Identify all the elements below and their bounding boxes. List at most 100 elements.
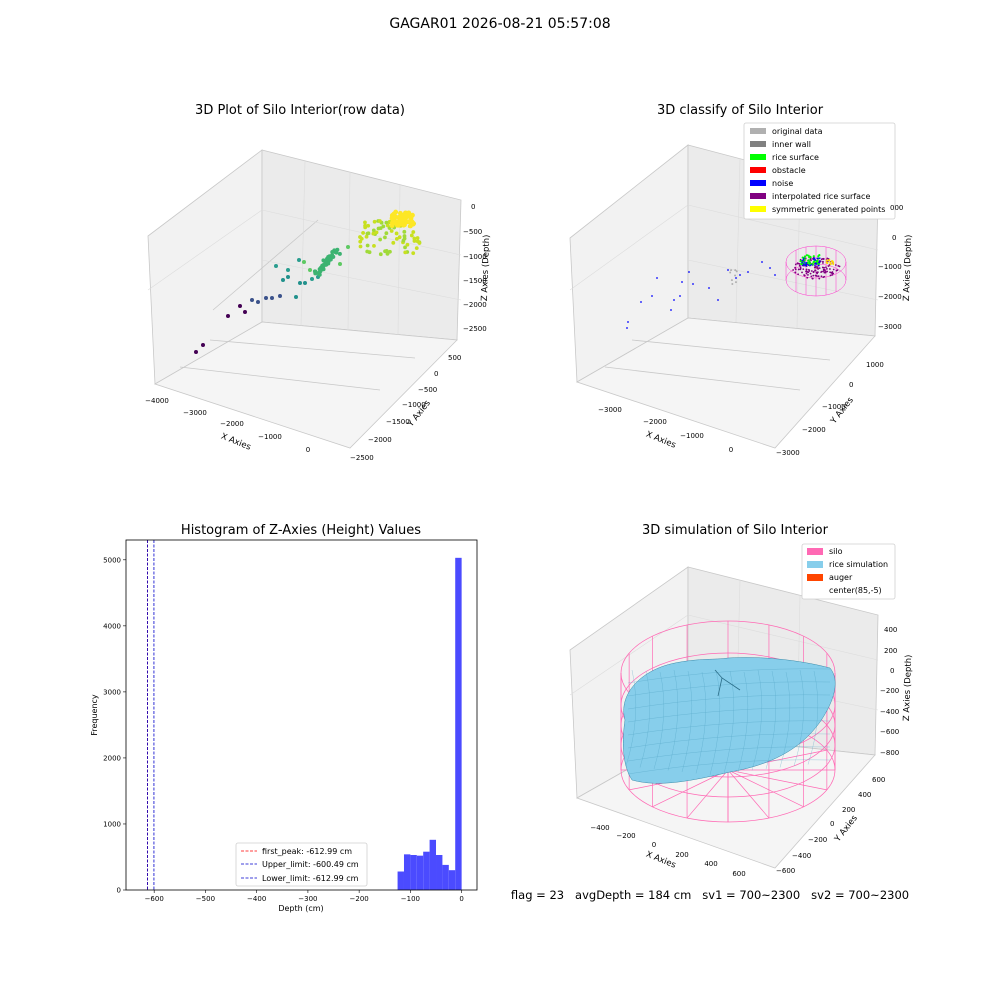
scatter-point [810, 263, 813, 266]
silo-wire-line [727, 769, 804, 808]
panel1-x-ticks: −4000 −3000 −2000 −1000 0 [145, 397, 310, 454]
legend-item-symmetric-generated-points: symmetric generated points [750, 205, 885, 214]
legend-item-original-data: original data [750, 127, 823, 136]
scatter-point [836, 269, 839, 272]
histogram-bar [436, 855, 443, 890]
scatter-point [812, 261, 815, 264]
y-tick: −500 [418, 386, 437, 394]
rice-mesh-line [653, 671, 665, 770]
x-tick: −1000 [680, 432, 704, 440]
z-tick: −2000 [878, 293, 902, 301]
y-tick: 0 [434, 370, 438, 378]
scatter-point [286, 275, 290, 279]
scatter-point [384, 220, 389, 225]
y-tick: −2000 [802, 426, 826, 434]
scatter-point [828, 259, 831, 262]
panel4-xlabel: X Axies [644, 850, 677, 871]
scatter-point [810, 259, 812, 262]
scatter-point [801, 264, 804, 267]
x-tick-label: −200 [350, 895, 369, 903]
svg-text:first_peak: -612.99 cm: first_peak: -612.99 cm [262, 847, 352, 856]
x-tick: −2000 [220, 420, 244, 428]
scatter-point [735, 270, 738, 273]
scatter-point [838, 265, 841, 268]
svg-text:rice simulation: rice simulation [829, 560, 888, 569]
panel2-xlabel: X Axies [644, 430, 677, 451]
scatter-point [312, 269, 317, 274]
scatter-point [238, 304, 242, 308]
scatter-point [270, 296, 274, 300]
scatter-point [805, 264, 808, 267]
scatter-point [298, 281, 302, 285]
scatter-point [814, 264, 816, 267]
scatter-point [626, 327, 628, 329]
scatter-point [822, 270, 825, 273]
figure-title: GAGAR01 2026-08-21 05:57:08 [389, 16, 611, 32]
legend-item-interpolated-rice-surface: interpolated rice surface [750, 192, 870, 201]
scatter-point [818, 277, 821, 280]
silo-wire-line [652, 769, 729, 808]
z-tick: −3000 [878, 323, 902, 331]
svg-text:inner wall: inner wall [772, 140, 811, 149]
scatter-point [372, 219, 377, 224]
legend-item-auger: auger [807, 573, 853, 582]
scatter-point [391, 215, 397, 221]
scatter-point [389, 229, 394, 233]
scatter-point [816, 257, 819, 260]
scatter-point [403, 250, 408, 255]
scatter-point [826, 270, 829, 273]
scatter-point [640, 301, 642, 303]
scatter-point [814, 259, 817, 261]
scatter-point [831, 273, 834, 276]
rice-mesh-line [737, 671, 749, 773]
sv2-text: sv2 = 700~2300 [811, 888, 910, 902]
scatter-point [397, 218, 402, 224]
scatter-point [809, 264, 812, 267]
scatter-point [801, 271, 803, 274]
scatter-point [801, 259, 804, 262]
histogram-frame [125, 539, 478, 891]
y-tick: 400 [858, 791, 871, 799]
panel2-legend: original data inner wall rice surface ob… [743, 122, 896, 220]
z-tick: 400 [884, 626, 897, 634]
scatter-point [810, 275, 813, 278]
scatter-point [389, 223, 395, 229]
scatter-point [688, 271, 690, 273]
y-tick-label: 2000 [103, 754, 121, 762]
y-tick: 0 [849, 381, 853, 389]
z-tick: −1000 [463, 253, 487, 261]
scatter-point [256, 300, 260, 304]
x-tick: 600 [732, 870, 745, 878]
scatter-point [294, 295, 298, 299]
scatter-point [827, 265, 830, 268]
rice-mesh-line [779, 671, 791, 768]
scatter-point [805, 270, 807, 273]
panel1-z-ticks: −2500 −2000 −1500 −1000 −500 0 [463, 203, 487, 333]
rice-mesh-line [667, 669, 679, 771]
scatter-point [318, 268, 323, 273]
panel1-raw-scatter: −4000 −3000 −2000 −1000 0 X Axies −2500 … [145, 149, 492, 462]
legend-item-first-peak: first_peak: -612.99 cm [241, 847, 352, 856]
scatter-point [411, 230, 416, 234]
scatter-point [366, 223, 371, 228]
scatter-point [808, 262, 811, 265]
scatter-point [378, 237, 383, 242]
scatter-point [394, 237, 399, 241]
histogram-bar [403, 854, 411, 890]
x-tick-label: −600 [145, 895, 164, 903]
scatter-point [310, 277, 314, 281]
scatter-point [338, 262, 342, 266]
scatter-point [397, 235, 402, 240]
scatter-point [799, 267, 802, 270]
scatter-point [792, 269, 795, 271]
scatter-point [394, 231, 399, 236]
x-tick: 0 [652, 841, 656, 849]
y-tick: −1000 [822, 403, 846, 411]
scatter-point [415, 239, 420, 244]
scatter-point [794, 268, 797, 271]
scatter-point [816, 259, 819, 263]
scatter-point [807, 268, 810, 271]
rice-mesh-line [681, 670, 693, 773]
legend-item-center: center(85,-5) [829, 586, 882, 595]
scatter-point [717, 299, 719, 301]
